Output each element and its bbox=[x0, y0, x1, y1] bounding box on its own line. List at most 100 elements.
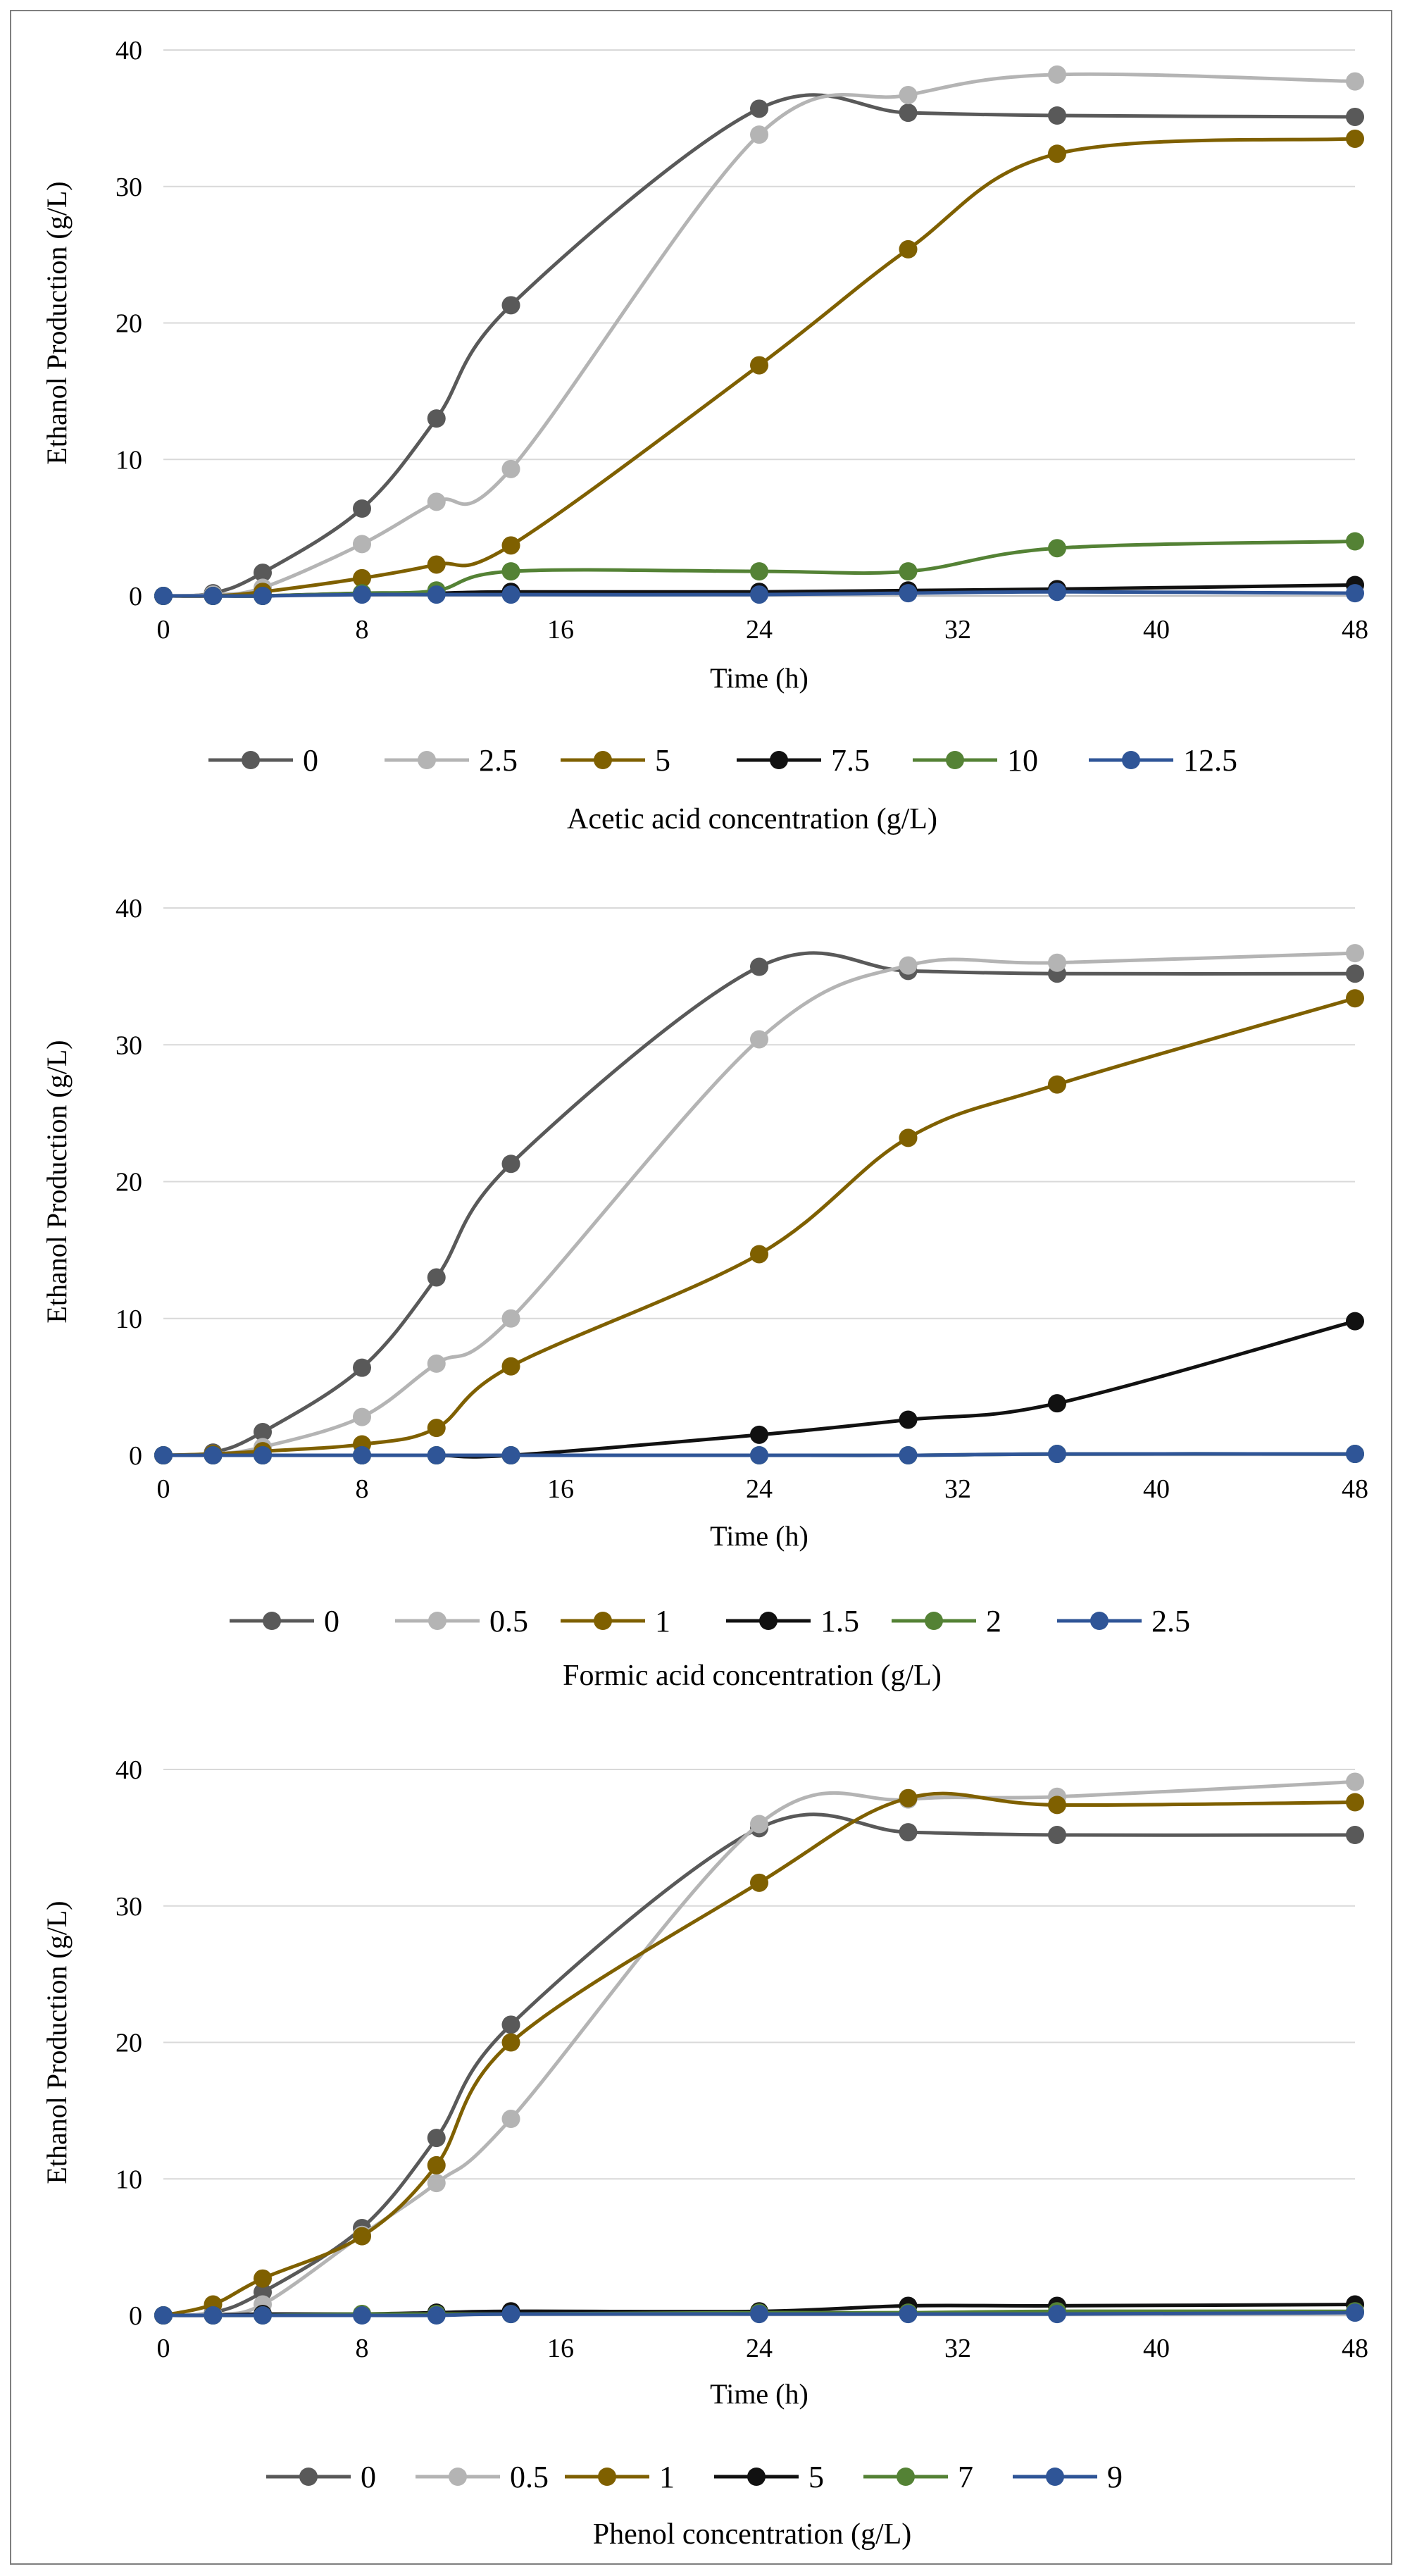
data-point bbox=[1346, 532, 1364, 551]
y-tick-label: 0 bbox=[129, 1441, 142, 1471]
y-tick-label: 20 bbox=[115, 1168, 142, 1197]
legend-marker bbox=[598, 2468, 616, 2486]
legend-label: 5 bbox=[655, 743, 670, 778]
data-point bbox=[501, 1357, 520, 1376]
data-point bbox=[353, 568, 371, 587]
data-point bbox=[353, 1446, 371, 1464]
data-point bbox=[501, 2033, 520, 2052]
legend-marker bbox=[747, 2468, 766, 2486]
data-point bbox=[1048, 65, 1066, 84]
data-point bbox=[501, 459, 520, 478]
legend-marker bbox=[299, 2468, 318, 2486]
data-point bbox=[750, 356, 768, 375]
data-point bbox=[899, 239, 918, 259]
legend-label: 12.5 bbox=[1183, 743, 1237, 778]
data-point bbox=[427, 2129, 446, 2148]
data-point bbox=[1346, 989, 1364, 1008]
x-axis-title: Time (h) bbox=[710, 662, 808, 694]
legend-item-0: 0 bbox=[266, 2460, 376, 2494]
y-tick-label: 40 bbox=[115, 36, 142, 66]
data-point bbox=[501, 296, 520, 315]
data-point bbox=[750, 1030, 768, 1049]
legend-marker bbox=[449, 2468, 467, 2486]
data-point bbox=[353, 1407, 371, 1426]
y-tick-label: 10 bbox=[115, 1305, 142, 1334]
legend-label: 10 bbox=[1007, 743, 1038, 778]
y-tick-label: 20 bbox=[115, 2029, 142, 2058]
legend-item-5: 5 bbox=[714, 2460, 824, 2494]
data-point bbox=[1346, 1793, 1364, 1812]
legend-label: 1 bbox=[655, 1604, 670, 1638]
data-point bbox=[501, 1155, 520, 1174]
legend-item-0: 0 bbox=[230, 1604, 339, 1638]
data-point bbox=[899, 1788, 918, 1807]
data-point bbox=[501, 2015, 520, 2034]
data-point bbox=[1048, 1445, 1066, 1464]
legend-item-12.5: 12.5 bbox=[1089, 743, 1237, 778]
y-axis-title: Ethanol Production (g/L) bbox=[41, 181, 73, 464]
y-tick-label: 40 bbox=[115, 894, 142, 923]
legend-item-10: 10 bbox=[913, 743, 1038, 778]
legend-marker bbox=[770, 751, 788, 769]
legend-marker bbox=[594, 1612, 612, 1630]
data-point bbox=[154, 587, 173, 605]
x-tick-label: 48 bbox=[1342, 615, 1368, 645]
x-axis-title: Time (h) bbox=[710, 2378, 808, 2410]
x-tick-label: 16 bbox=[547, 1474, 574, 1504]
data-point bbox=[427, 2306, 446, 2325]
data-point bbox=[353, 535, 371, 554]
data-point bbox=[1346, 129, 1364, 148]
x-tick-label: 8 bbox=[356, 2334, 369, 2363]
data-point bbox=[427, 585, 446, 604]
legend-marker bbox=[263, 1612, 281, 1630]
legend-label: 2 bbox=[986, 1604, 1001, 1638]
legend-title: Acetic acid concentration (g/L) bbox=[567, 803, 937, 835]
legend-label: 0 bbox=[303, 743, 318, 778]
data-point bbox=[899, 1446, 918, 1464]
data-point bbox=[750, 1815, 768, 1834]
legend-item-7: 7 bbox=[863, 2460, 973, 2494]
data-point bbox=[1346, 964, 1364, 983]
data-point bbox=[154, 1446, 173, 1464]
data-point bbox=[427, 492, 446, 511]
x-tick-label: 24 bbox=[746, 2334, 773, 2363]
y-tick-label: 10 bbox=[115, 2165, 142, 2194]
x-tick-label: 16 bbox=[547, 615, 574, 645]
data-point bbox=[1346, 944, 1364, 963]
series-line-0.5 bbox=[161, 1779, 1357, 2317]
legend-item-1: 1 bbox=[561, 1604, 670, 1638]
series-line-1 bbox=[161, 1791, 1357, 2317]
data-point bbox=[750, 585, 768, 604]
data-point bbox=[1346, 1312, 1364, 1331]
y-tick-label: 30 bbox=[115, 1892, 142, 1922]
data-point bbox=[1346, 1445, 1364, 1464]
x-tick-label: 48 bbox=[1342, 1474, 1368, 1504]
data-point bbox=[1346, 2303, 1364, 2322]
data-point bbox=[427, 409, 446, 428]
x-tick-label: 40 bbox=[1143, 615, 1170, 645]
data-point bbox=[254, 2306, 272, 2325]
data-point bbox=[501, 536, 520, 555]
data-point bbox=[1048, 1826, 1066, 1844]
data-point bbox=[750, 1245, 768, 1264]
data-point bbox=[899, 85, 918, 104]
data-point bbox=[254, 564, 272, 583]
data-point bbox=[1048, 1394, 1066, 1413]
data-point bbox=[1048, 144, 1066, 163]
legend-marker bbox=[428, 1612, 447, 1630]
series-line-2.5 bbox=[161, 72, 1357, 598]
data-point bbox=[1048, 106, 1066, 125]
data-point bbox=[427, 2155, 446, 2174]
data-point bbox=[750, 1446, 768, 1464]
data-point bbox=[204, 2306, 223, 2325]
legend-item-5: 5 bbox=[561, 743, 670, 778]
data-point bbox=[154, 2306, 173, 2325]
data-point bbox=[899, 1823, 918, 1842]
data-point bbox=[501, 2305, 520, 2324]
x-tick-label: 0 bbox=[157, 1474, 170, 1504]
legend-item-0.5: 0.5 bbox=[395, 1604, 528, 1638]
legend-label: 0 bbox=[324, 1604, 339, 1638]
data-point bbox=[1346, 584, 1364, 603]
x-tick-label: 8 bbox=[356, 615, 369, 645]
legend-item-2.5: 2.5 bbox=[385, 743, 518, 778]
